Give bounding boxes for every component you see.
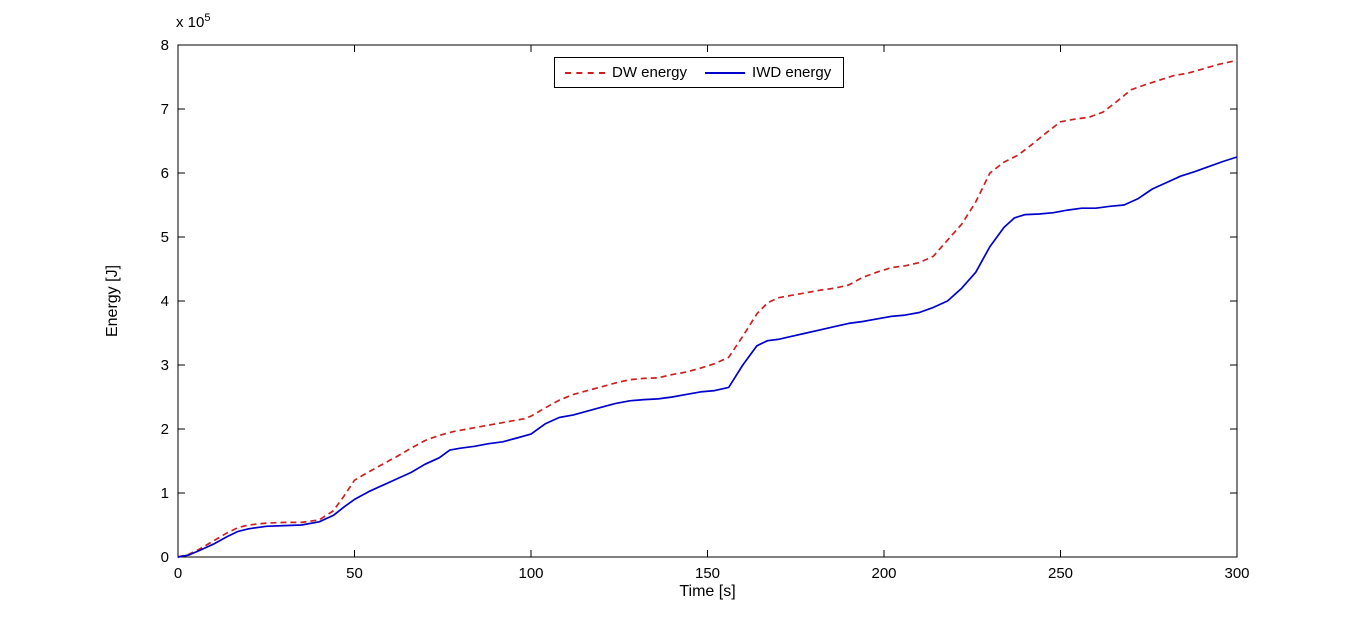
y-axis-exponent-label: x 105 — [176, 12, 210, 31]
y-tick-label: 0 — [161, 549, 169, 566]
x-tick-label: 250 — [1048, 565, 1073, 582]
y-tick-label: 4 — [161, 293, 169, 310]
y-tick-label: 3 — [161, 357, 169, 374]
legend-item-dw-energy: DW energy — [565, 65, 687, 80]
legend-label-dw-energy: DW energy — [612, 64, 688, 81]
x-tick-label: 200 — [871, 565, 896, 582]
axis-box — [177, 44, 1238, 558]
y-exponent-power: 5 — [204, 12, 211, 24]
y-tick-label: 8 — [161, 37, 169, 54]
iwd-energy-line-sample — [705, 71, 746, 74]
y-exponent-base: x 10 — [176, 14, 205, 31]
dw-energy-line — [177, 59, 1238, 558]
x-tick-label: 0 — [174, 565, 182, 582]
y-axis-label: Energy [J] — [104, 264, 121, 338]
legend-label-iwd-energy: IWD energy — [752, 64, 832, 81]
x-tick-label: 300 — [1224, 565, 1249, 582]
y-tick-label: 2 — [161, 421, 169, 438]
legend-item-iwd-energy: IWD energy — [705, 65, 831, 80]
x-tick-label: 50 — [346, 565, 363, 582]
y-tick-label: 1 — [161, 485, 169, 502]
y-tick-label: 5 — [161, 229, 169, 246]
x-tick-label: 150 — [695, 565, 720, 582]
x-tick-label: 100 — [518, 565, 543, 582]
y-tick-label: 7 — [161, 101, 169, 118]
x-axis-label: Time [s] — [679, 583, 736, 600]
legend[interactable]: DW energy IWD energy — [554, 57, 845, 88]
dw-energy-line-sample — [565, 71, 605, 74]
y-tick-label: 6 — [161, 165, 169, 182]
iwd-energy-line — [177, 156, 1238, 558]
